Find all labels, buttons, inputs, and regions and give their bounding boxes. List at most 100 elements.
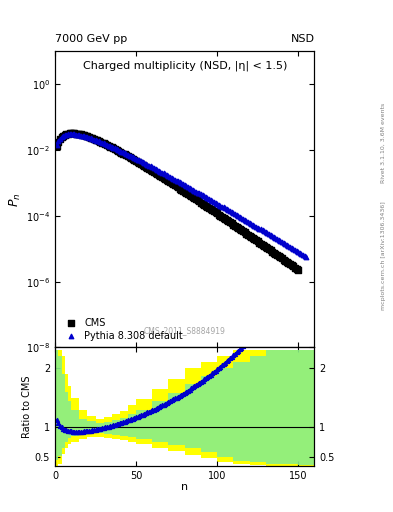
Pythia 8.308 default — [110, 143, 117, 152]
CMS — [191, 194, 198, 202]
Point — [214, 366, 220, 374]
CMS — [152, 169, 159, 177]
CMS — [55, 138, 61, 146]
Pythia 8.308 default — [134, 156, 141, 164]
CMS — [76, 130, 83, 138]
Point — [288, 283, 295, 291]
Point — [95, 425, 102, 433]
CMS — [151, 168, 157, 176]
Pythia 8.308 default — [255, 223, 261, 231]
Pythia 8.308 default — [147, 162, 154, 170]
CMS — [86, 133, 92, 141]
Point — [70, 428, 76, 436]
CMS — [245, 230, 251, 239]
Pythia 8.308 default — [66, 130, 73, 138]
Point — [243, 339, 250, 347]
Point — [84, 427, 91, 435]
Pythia 8.308 default — [250, 221, 256, 229]
CMS — [193, 195, 199, 203]
CMS — [121, 151, 128, 159]
CMS — [57, 135, 63, 143]
CMS — [53, 142, 60, 151]
Point — [102, 423, 108, 432]
CMS — [120, 150, 126, 158]
Pythia 8.308 default — [295, 248, 301, 256]
Point — [99, 424, 105, 432]
Point — [183, 388, 189, 396]
Point — [277, 299, 283, 307]
CMS — [243, 229, 250, 238]
CMS — [274, 251, 280, 259]
Point — [275, 301, 282, 309]
Point — [264, 315, 270, 324]
Pythia 8.308 default — [81, 132, 87, 140]
CMS — [112, 145, 118, 153]
Point — [141, 410, 147, 418]
Point — [83, 427, 89, 435]
Pythia 8.308 default — [108, 143, 115, 151]
CMS — [94, 136, 100, 144]
CMS — [123, 151, 130, 159]
Pythia 8.308 default — [86, 134, 92, 142]
Pythia 8.308 default — [259, 226, 266, 234]
Pythia 8.308 default — [300, 251, 306, 259]
Point — [290, 281, 296, 289]
Point — [66, 427, 73, 435]
Pythia 8.308 default — [272, 234, 279, 242]
Pythia 8.308 default — [138, 157, 144, 165]
Pythia 8.308 default — [251, 222, 257, 230]
Point — [165, 398, 172, 406]
CMS — [101, 139, 107, 147]
CMS — [118, 148, 125, 157]
Pythia 8.308 default — [282, 240, 288, 248]
CMS — [225, 217, 231, 225]
Point — [112, 421, 118, 429]
Pythia 8.308 default — [297, 249, 303, 257]
Pythia 8.308 default — [131, 154, 138, 162]
CMS — [72, 129, 78, 137]
Point — [206, 372, 212, 380]
Pythia 8.308 default — [114, 145, 120, 153]
CMS — [59, 133, 65, 141]
Point — [97, 424, 104, 433]
CMS — [240, 227, 246, 236]
CMS — [63, 130, 70, 138]
Point — [216, 364, 222, 372]
CMS — [92, 136, 99, 144]
CMS — [190, 193, 196, 201]
Point — [261, 319, 267, 327]
Point — [65, 426, 71, 435]
Pythia 8.308 default — [154, 166, 160, 174]
Pythia 8.308 default — [127, 152, 133, 160]
Pythia 8.308 default — [76, 131, 83, 139]
CMS — [188, 192, 195, 200]
CMS — [84, 132, 91, 140]
Point — [230, 351, 237, 359]
Pythia 8.308 default — [65, 131, 71, 139]
Pythia 8.308 default — [290, 245, 296, 253]
Point — [233, 348, 240, 356]
Point — [72, 428, 78, 436]
Point — [209, 369, 215, 377]
Pythia 8.308 default — [238, 214, 244, 222]
Point — [53, 416, 60, 424]
CMS — [195, 196, 201, 204]
Pythia 8.308 default — [180, 180, 186, 188]
Point — [222, 358, 228, 367]
Point — [248, 334, 254, 342]
CMS — [237, 225, 243, 233]
CMS — [209, 206, 215, 214]
Pythia 8.308 default — [165, 172, 172, 180]
CMS — [130, 155, 136, 163]
Pythia 8.308 default — [178, 179, 185, 187]
Point — [60, 424, 66, 433]
Pythia 8.308 default — [209, 197, 215, 205]
Pythia 8.308 default — [107, 142, 113, 151]
Pythia 8.308 default — [266, 230, 272, 239]
Point — [62, 425, 68, 434]
Point — [287, 285, 293, 293]
Point — [242, 340, 248, 349]
Pythia 8.308 default — [151, 164, 157, 172]
CMS — [175, 183, 182, 191]
CMS — [138, 160, 144, 168]
